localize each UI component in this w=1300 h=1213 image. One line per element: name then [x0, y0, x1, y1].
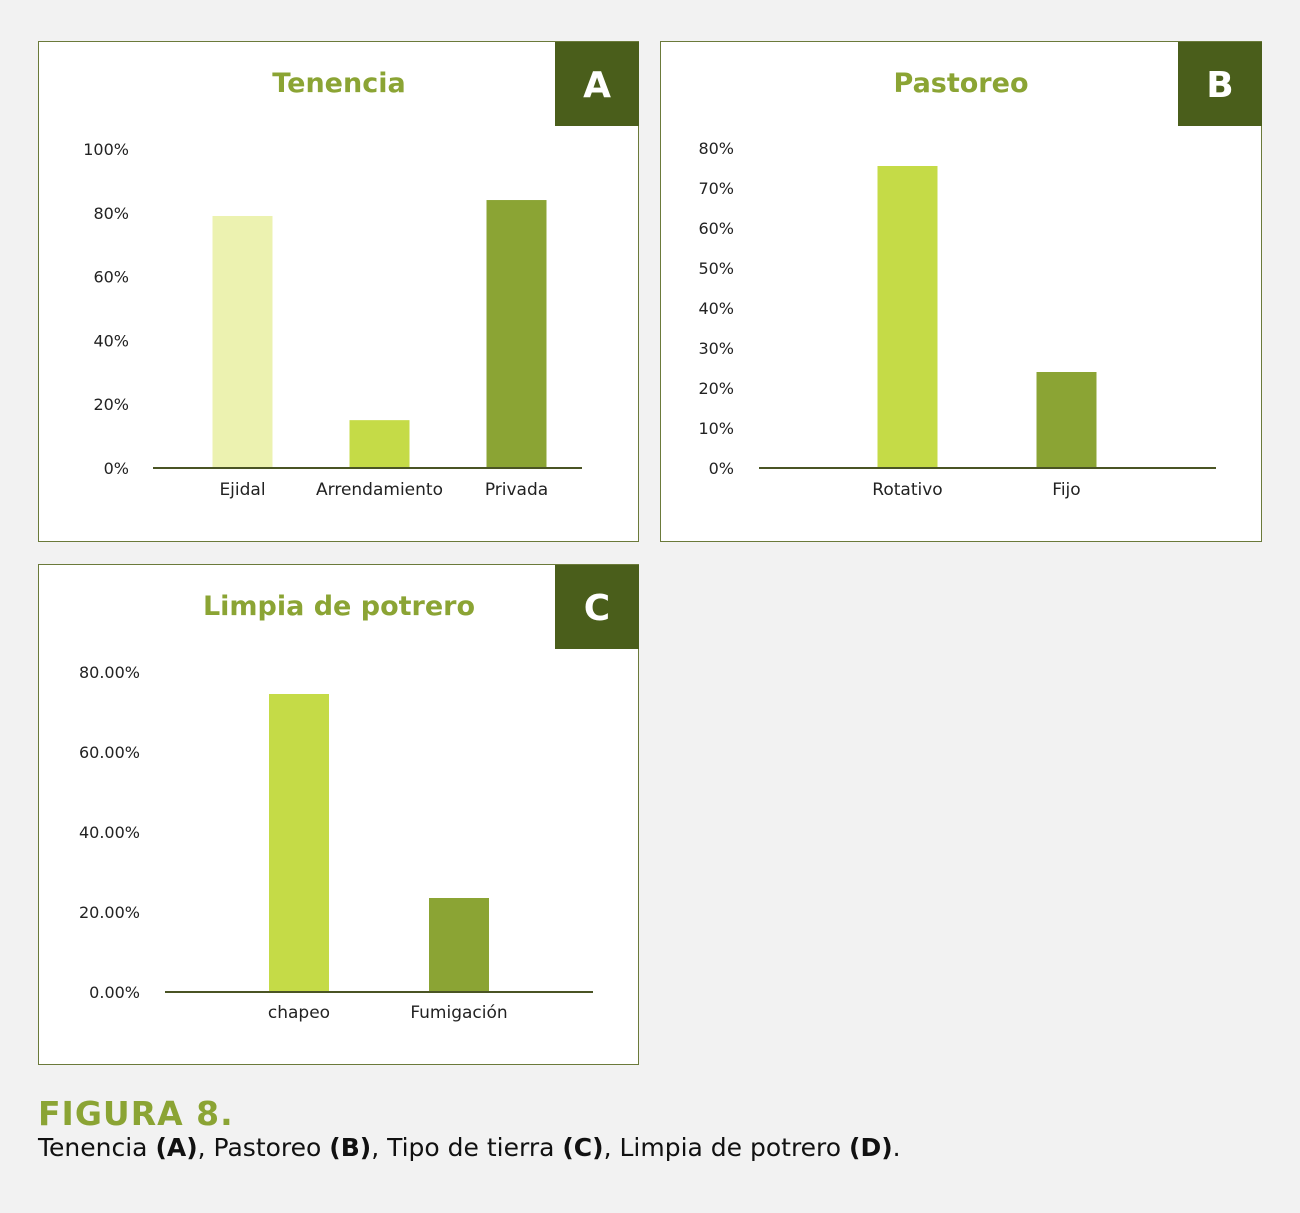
chart-svg-b: Pastoreo B 0% 10% 20% 30% 40% 50% 60% 70% 80% Rotat…	[698, 42, 1262, 500]
y-tick-label: 20%	[698, 379, 734, 398]
y-tick-label: 60.00%	[79, 743, 140, 762]
y-tick-label: 70%	[698, 179, 734, 198]
chart-title: Tenencia	[272, 68, 405, 99]
y-tick-label: 0.00%	[89, 983, 140, 1002]
y-tick-label: 80.00%	[79, 663, 140, 682]
bar-rotativo	[877, 166, 938, 468]
bar-fumigación	[429, 898, 489, 992]
figure-heading: FIGURA 8.	[38, 1094, 234, 1133]
y-tick-label: 40%	[698, 299, 734, 318]
bar-privada	[486, 200, 547, 469]
caption-segment: (C)	[562, 1133, 604, 1162]
category-label: Fijo	[1052, 480, 1080, 500]
chart-panel-a: Tenencia A 0% 20% 40% 60% 80% 100% Ejidal Arrenda…	[38, 41, 639, 542]
chart-title: Pastoreo	[894, 68, 1029, 99]
y-tick-label: 0%	[104, 459, 129, 478]
category-label: Ejidal	[219, 480, 265, 500]
badge-letter: C	[584, 588, 610, 629]
caption-segment: (B)	[329, 1133, 372, 1162]
y-tick-label: 60%	[93, 268, 129, 287]
y-tick-label: 20.00%	[79, 903, 140, 922]
category-label: chapeo	[268, 1003, 330, 1023]
y-tick-label: 80%	[93, 204, 129, 223]
bar-fijo	[1036, 372, 1097, 468]
badge-letter: B	[1206, 65, 1233, 106]
bar-chapeo	[269, 694, 329, 992]
caption-segment: , Tipo de tierra	[371, 1133, 563, 1162]
badge-box	[1178, 42, 1262, 126]
badge-box	[555, 42, 639, 126]
bar-ejidal	[212, 215, 273, 468]
y-tick-label: 80%	[698, 139, 734, 158]
category-label: Privada	[485, 480, 548, 500]
category-label: Fumigación	[410, 1003, 507, 1023]
chart-title: Limpia de potrero	[203, 591, 475, 622]
y-tick-label: 40%	[93, 331, 129, 350]
y-tick-label: 0%	[709, 459, 734, 478]
y-tick-label: 20%	[93, 395, 129, 414]
caption-segment: Tenencia	[38, 1133, 156, 1162]
y-tick-label: 40.00%	[79, 823, 140, 842]
y-tick-label: 100%	[83, 140, 129, 159]
y-tick-label: 50%	[698, 259, 734, 278]
chart-panel-b: Pastoreo B 0% 10% 20% 30% 40% 50% 60% 70% 80% Rotat…	[660, 41, 1262, 542]
y-tick-label: 30%	[698, 339, 734, 358]
figure-caption: Tenencia (A), Pastoreo (B), Tipo de tier…	[38, 1133, 901, 1162]
caption-segment: (A)	[155, 1133, 198, 1162]
chart-svg-c: Limpia de potrero C 0.00% 20.00% 40.00% 60.00…	[79, 565, 639, 1023]
caption-segment: .	[892, 1133, 901, 1162]
chart-svg-a: Tenencia A 0% 20% 40% 60% 80% 100% Ejidal Arrenda…	[83, 42, 639, 500]
caption-segment: , Pastoreo	[197, 1133, 330, 1162]
caption-segment: , Limpia de potrero	[603, 1133, 850, 1162]
chart-panel-c: Limpia de potrero C 0.00% 20.00% 40.00% 60.00…	[38, 564, 639, 1065]
caption-segment: (D)	[849, 1133, 893, 1162]
category-label: Rotativo	[872, 480, 942, 500]
y-tick-label: 10%	[698, 419, 734, 438]
category-label: Arrendamiento	[316, 480, 443, 500]
badge-letter: A	[583, 65, 611, 106]
y-tick-label: 60%	[698, 219, 734, 238]
badge-box	[555, 565, 639, 649]
bar-arrendamiento	[349, 420, 410, 468]
